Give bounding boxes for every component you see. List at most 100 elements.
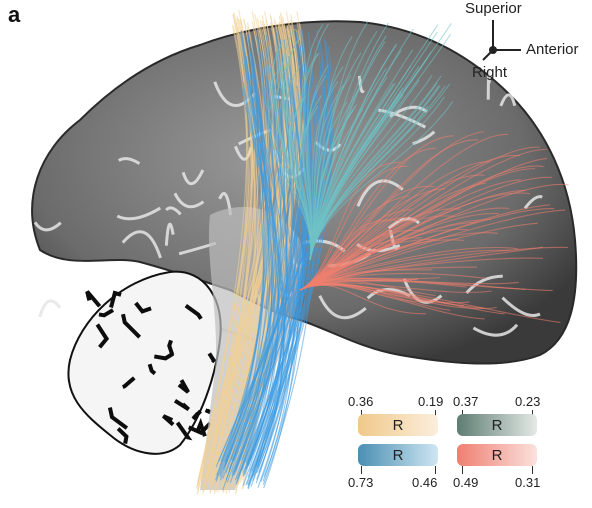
folium-line <box>195 417 207 437</box>
colorbar-tan-label: R <box>392 416 404 434</box>
folium-line <box>162 414 175 427</box>
streamline <box>240 30 275 476</box>
streamline <box>241 30 323 471</box>
streamline <box>299 284 497 310</box>
panel-label: a <box>8 2 21 27</box>
folium-line <box>184 303 203 320</box>
gyrus-line <box>164 222 175 246</box>
streamline <box>309 67 387 261</box>
streamline <box>245 54 310 486</box>
cerebellum-folia <box>85 290 217 444</box>
streamline <box>262 83 316 485</box>
cerebellum <box>67 270 222 455</box>
gyrus-line <box>165 206 182 216</box>
streamline <box>242 82 285 474</box>
streamline <box>309 83 451 261</box>
colorbar-grey-left-value: 0.37 <box>453 394 479 409</box>
folium-line <box>191 409 202 421</box>
streamline <box>211 17 270 483</box>
colorbar-blue-label: R <box>392 446 404 464</box>
folium-line <box>167 339 175 356</box>
colorbar-salmon: R <box>457 444 537 466</box>
gyrus-line <box>181 169 205 186</box>
colorbar-salmon-right-value: 0.31 <box>515 475 541 490</box>
folium-line <box>207 352 217 364</box>
gyrus-line <box>465 274 503 294</box>
folium-line <box>173 399 190 412</box>
right-label: Right <box>472 64 508 81</box>
streamline <box>299 280 436 297</box>
streamline <box>299 157 548 291</box>
colorbar-salmon-label: R <box>491 446 503 464</box>
gyrus-line <box>121 230 162 259</box>
streamline <box>243 88 280 467</box>
streamline <box>299 249 511 291</box>
tick <box>435 410 436 418</box>
tick <box>435 466 436 474</box>
streamline <box>299 147 437 291</box>
gyrus-line <box>318 295 367 320</box>
colorbar-tan-right-value: 0.19 <box>418 394 444 409</box>
streamline <box>309 20 369 261</box>
colorbar-blue: R <box>358 444 438 466</box>
gyrus-line <box>116 206 162 221</box>
folium-line <box>175 421 193 441</box>
folium-line <box>121 313 142 339</box>
folium-line <box>187 421 212 436</box>
streamlines <box>195 9 569 495</box>
gyrus-line <box>173 192 205 209</box>
gyrus-line <box>472 323 519 337</box>
gyrus-line <box>38 299 62 318</box>
streamline <box>309 81 339 261</box>
folium-line <box>98 308 115 318</box>
streamline <box>220 54 268 462</box>
gyrus-line <box>33 221 62 232</box>
streamline <box>250 70 291 482</box>
gyrus-line <box>389 105 428 118</box>
colorbar-grey-right-value: 0.23 <box>515 394 541 409</box>
gyrus-line <box>499 93 517 107</box>
colorbar-grey: R <box>457 414 537 436</box>
colorbar-blue-left-value: 0.73 <box>348 475 374 490</box>
streamline <box>225 32 264 474</box>
colorbar-blue-right-value: 0.46 <box>412 475 438 490</box>
gyrus-line <box>523 195 543 210</box>
streamline <box>211 13 268 490</box>
gyrus-line <box>486 69 491 100</box>
streamline <box>309 94 404 261</box>
folium-line <box>107 407 129 430</box>
streamline <box>215 84 328 468</box>
anterior-label: Anterior <box>526 41 579 58</box>
streamline <box>232 58 271 476</box>
streamline <box>197 19 253 486</box>
folium-line <box>122 376 136 389</box>
colorbar-salmon-left-value: 0.49 <box>453 475 479 490</box>
orientation-compass <box>482 20 521 61</box>
folium-line <box>95 323 110 349</box>
superior-label: Superior <box>465 0 522 17</box>
streamline <box>299 282 451 311</box>
streamline <box>299 162 402 291</box>
tick <box>532 466 533 474</box>
gyrus-line <box>356 179 404 207</box>
colorbar-grey-label: R <box>491 416 503 434</box>
tick <box>462 466 463 474</box>
streamline <box>276 62 312 261</box>
streamline <box>231 71 274 473</box>
folium-line <box>204 408 212 415</box>
colorbar-tan: R <box>358 414 438 436</box>
folium-line <box>116 427 129 444</box>
streamline <box>246 70 319 485</box>
colorbar-tan-left-value: 0.36 <box>348 394 374 409</box>
tick <box>361 466 362 474</box>
folium-line <box>177 379 190 394</box>
folium-line <box>85 290 102 308</box>
streamline <box>231 81 312 461</box>
streamline <box>252 51 296 477</box>
folium-line <box>109 290 122 309</box>
gyrus-line <box>117 157 141 165</box>
folium-line <box>134 301 152 314</box>
gyrus-line <box>501 296 541 318</box>
